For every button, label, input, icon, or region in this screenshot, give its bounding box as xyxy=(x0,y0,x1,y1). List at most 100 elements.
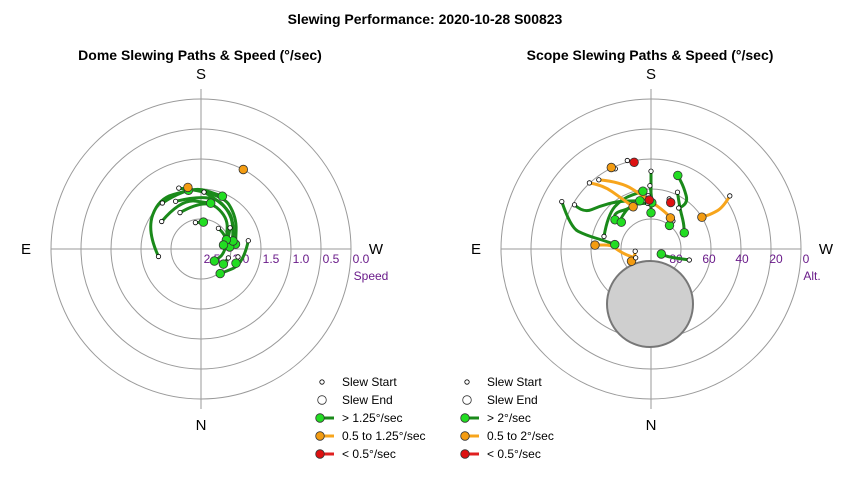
scope-slew-path-14 xyxy=(700,194,732,219)
scope-radial-tick-label: 0 xyxy=(803,252,810,266)
dome-slew-end-marker xyxy=(218,240,229,250)
dome-legend-medium-marker xyxy=(315,431,325,441)
scope-radial-axis-label: Alt. xyxy=(803,269,820,283)
dome-slew-end-marker xyxy=(218,259,229,269)
scope-slew-start-marker xyxy=(647,183,653,189)
dome-slew-path-1 xyxy=(149,188,190,258)
scope-slew-end-marker xyxy=(628,202,638,212)
dome-polar-grid xyxy=(50,89,352,409)
dome-legend: Slew Start Slew End > 1.25°/sec 0.5 to 1.25… xyxy=(315,375,426,461)
scope-slew-end-marker xyxy=(644,195,655,205)
dome-slew-end-marker xyxy=(205,198,216,208)
dome-radial-tick-label: 1.5 xyxy=(263,252,280,266)
dome-slew-path-4 xyxy=(174,196,235,243)
scope-slew-end-marker xyxy=(697,212,707,222)
zenith-exclusion-disk xyxy=(606,260,694,348)
scope-slew-path-9 xyxy=(676,173,689,210)
scope-slew-end-marker xyxy=(606,162,617,173)
dome-slew-start-marker xyxy=(235,254,241,260)
dome-slew-path-11 xyxy=(218,239,250,276)
dome-radial-axis-label: Speed xyxy=(354,269,389,283)
scope-slew-path-13 xyxy=(597,178,672,220)
scope-slew-path-11 xyxy=(659,252,691,262)
scope-legend-label: < 0.5°/sec xyxy=(487,447,541,461)
dome-radial-tick-label: 1.0 xyxy=(293,252,310,266)
scope-legend-label: > 2°/sec xyxy=(487,411,531,425)
scope-slew-start-marker xyxy=(727,193,733,199)
scope-polar-grid xyxy=(500,89,802,409)
scope-slew-start-marker xyxy=(596,177,602,183)
scope-slew-end-marker xyxy=(656,249,667,259)
scope-radial-tick-label: 40 xyxy=(735,252,749,266)
dome-slew-start-marker xyxy=(177,210,183,216)
scope-legend-end-symbol xyxy=(462,395,472,405)
dome-legend-label: Slew Start xyxy=(342,375,397,389)
dome-west-label: W xyxy=(369,241,384,258)
scope-chart-title: Scope Slewing Paths & Speed (°/sec) xyxy=(527,47,774,63)
scope-legend-label: 0.5 to 2°/sec xyxy=(487,429,554,443)
dome-slew-path-7 xyxy=(160,199,213,223)
dome-slew-path-6 xyxy=(178,202,229,242)
scope-slew-start-marker xyxy=(601,233,607,239)
dome-legend-fast-marker xyxy=(315,413,325,423)
scope-slew-start-marker xyxy=(571,202,578,208)
dome-slewing-panel: Dome Slewing Paths & Speed (°/sec) 2.52.… xyxy=(21,47,426,461)
scope-slew-end-marker xyxy=(610,239,620,250)
scope-slew-start-marker xyxy=(674,189,681,195)
scope-legend-fast-marker xyxy=(460,413,470,423)
dome-compass-labels: S W N E xyxy=(21,66,384,434)
scope-slew-path-3 xyxy=(676,190,686,235)
scope-legend-label: Slew End xyxy=(487,393,538,407)
scope-slew-end-marker xyxy=(616,217,627,227)
dome-chart-title: Dome Slewing Paths & Speed (°/sec) xyxy=(78,47,322,63)
dome-slew-start-marker xyxy=(159,200,165,206)
scope-slew-end-marker xyxy=(665,213,676,223)
dome-slew-start-marker xyxy=(176,185,182,191)
dome-slew-end-marker xyxy=(209,256,220,266)
dome-legend-label: > 1.25°/sec xyxy=(342,411,403,425)
scope-east-label: E xyxy=(471,241,481,258)
scope-slew-path-16 xyxy=(593,243,638,260)
scope-legend-label: Slew Start xyxy=(487,375,542,389)
dome-slew-end-marker xyxy=(231,258,241,268)
scope-slew-start-marker xyxy=(676,205,682,211)
dome-slew-end-marker xyxy=(215,268,225,279)
scope-slew-path-7 xyxy=(573,199,642,213)
scope-slewing-panel: Scope Slewing Paths & Speed (°/sec) 80 60… xyxy=(460,47,834,461)
dome-slew-end-marker xyxy=(198,217,209,227)
scope-slew-start-marker xyxy=(632,248,638,254)
scope-slew-paths xyxy=(559,157,733,266)
scope-slew-start-marker xyxy=(648,168,654,174)
figure-title: Slewing Performance: 2020-10-28 S00823 xyxy=(288,11,563,27)
dome-slew-paths xyxy=(149,164,251,279)
scope-slew-end-marker xyxy=(629,157,639,168)
dome-slew-end-marker xyxy=(238,164,249,175)
scope-slew-start-marker xyxy=(686,257,692,263)
scope-slew-end-marker xyxy=(679,228,690,238)
scope-slew-end-marker xyxy=(635,196,645,206)
dome-slew-end-marker xyxy=(183,182,193,193)
dome-radial-tick-label: 0.5 xyxy=(323,252,340,266)
scope-west-label: W xyxy=(819,241,834,258)
dome-slew-start-marker xyxy=(192,220,198,226)
dome-legend-label: 0.5 to 1.25°/sec xyxy=(342,429,426,443)
dome-slew-start-marker xyxy=(159,218,165,225)
scope-legend-medium-marker xyxy=(460,431,470,441)
dome-slew-start-marker xyxy=(201,189,207,195)
dome-legend-start-symbol xyxy=(319,379,325,385)
scope-slew-start-marker xyxy=(624,157,630,164)
scope-slew-end-marker xyxy=(673,170,683,181)
scope-radial-tick-label: 60 xyxy=(702,252,716,266)
dome-south-label: S xyxy=(196,66,206,83)
scope-compass-labels: S W N E xyxy=(471,66,834,434)
dome-slew-start-marker xyxy=(215,225,221,231)
scope-slew-end-marker xyxy=(666,197,676,208)
dome-slew-start-marker xyxy=(245,238,251,244)
dome-legend-end-symbol xyxy=(317,395,327,405)
scope-legend: Slew Start Slew End > 2°/sec 0.5 to 2°/sec <… xyxy=(460,375,554,461)
scope-slew-start-marker xyxy=(586,180,593,186)
dome-slew-start-marker xyxy=(225,255,231,261)
dome-legend-label: Slew End xyxy=(342,393,393,407)
